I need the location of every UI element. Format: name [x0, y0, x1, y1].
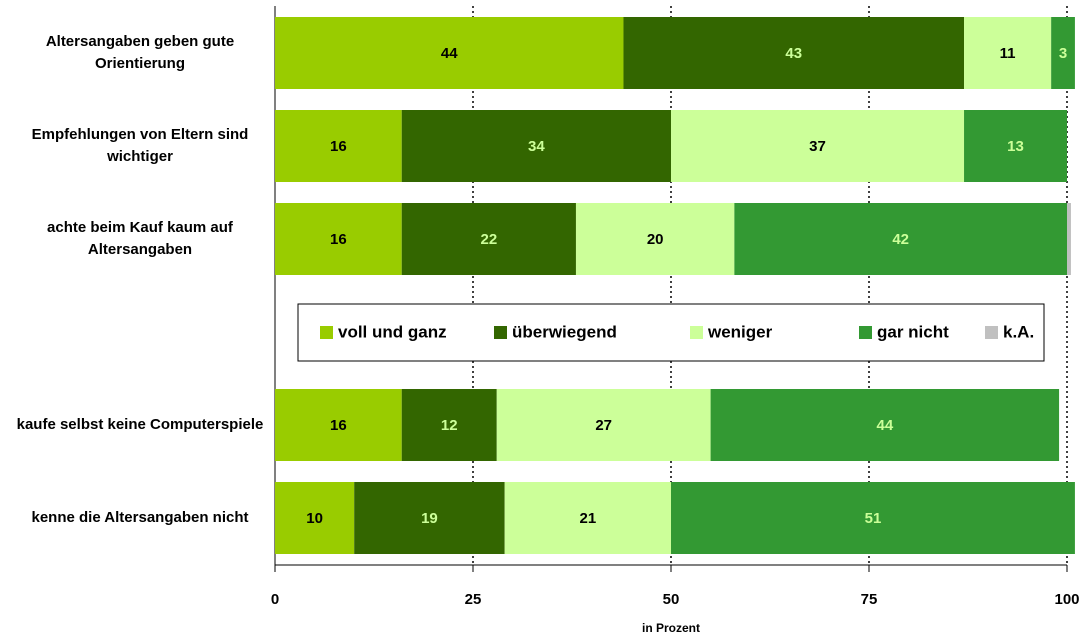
- legend-label: k.A.: [1003, 322, 1034, 341]
- x-tick-label: 100: [1054, 591, 1079, 608]
- data-label: 11: [1000, 45, 1016, 62]
- data-label: 10: [306, 510, 323, 527]
- category-label: Altersangaben geben gute Orientierung: [45, 33, 235, 72]
- legend-swatch: [985, 326, 998, 339]
- bar-segment: [275, 203, 402, 275]
- bar-segment: [275, 110, 402, 182]
- data-label: 16: [330, 138, 347, 155]
- bar-segment: [354, 482, 505, 554]
- legend-swatch: [494, 326, 507, 339]
- legend-swatch: [690, 326, 703, 339]
- data-label: 22: [480, 231, 497, 248]
- data-label: 3: [1059, 45, 1067, 62]
- bar-segment: [710, 389, 1060, 461]
- bar-segment: [275, 17, 624, 89]
- bar-segment: [575, 203, 735, 275]
- bar-segment: [504, 482, 671, 554]
- category-label: kenne die Altersangaben nicht: [31, 509, 249, 526]
- category-label: kaufe selbst keine Computerspiele: [16, 416, 264, 433]
- bar-segment: [401, 110, 671, 182]
- legend-label: überwiegend: [512, 322, 617, 341]
- bar-segment: [964, 110, 1067, 182]
- data-label: 44: [876, 417, 893, 434]
- category-label: achte beim Kauf kaum auf Altersangaben: [47, 219, 233, 258]
- data-label: 19: [421, 510, 438, 527]
- legend-box: [297, 303, 1045, 362]
- bar-segment: [275, 482, 355, 554]
- category-label: Empfehlungen von Eltern sind wichtiger: [31, 126, 249, 165]
- data-label: 16: [330, 231, 347, 248]
- data-label: 16: [330, 417, 347, 434]
- bar-segment: [401, 203, 576, 275]
- bar-segment: [496, 389, 711, 461]
- bar-segment: [964, 17, 1052, 89]
- x-tick-label: 50: [663, 591, 680, 608]
- data-label: 51: [865, 510, 882, 527]
- bar-segment: [1067, 203, 1071, 275]
- legend-swatch: [859, 326, 872, 339]
- x-tick-label: 0: [271, 591, 279, 608]
- bar-segment: [671, 110, 965, 182]
- legend-swatch: [320, 326, 333, 339]
- data-label: 13: [1007, 138, 1024, 155]
- data-label: 43: [785, 45, 802, 62]
- legend-label: weniger: [707, 322, 773, 341]
- data-label: 12: [441, 417, 458, 434]
- data-label: 21: [579, 510, 596, 527]
- bar-segment: [275, 389, 402, 461]
- bar-segment: [671, 482, 1075, 554]
- bar-segment: [1051, 17, 1075, 89]
- x-tick-label: 75: [861, 591, 878, 608]
- bar-segment: [734, 203, 1067, 275]
- data-label: 37: [809, 138, 826, 155]
- bar-segment: [401, 389, 497, 461]
- legend-label: gar nicht: [877, 322, 949, 341]
- data-label: 20: [647, 231, 664, 248]
- data-label: 34: [528, 138, 545, 155]
- data-label: 27: [595, 417, 612, 434]
- legend-label: voll und ganz: [338, 322, 447, 341]
- x-axis-label: in Prozent: [642, 621, 700, 635]
- x-tick-label: 25: [465, 591, 482, 608]
- bar-segment: [623, 17, 965, 89]
- data-label: 42: [892, 231, 909, 248]
- data-label: 44: [441, 45, 458, 62]
